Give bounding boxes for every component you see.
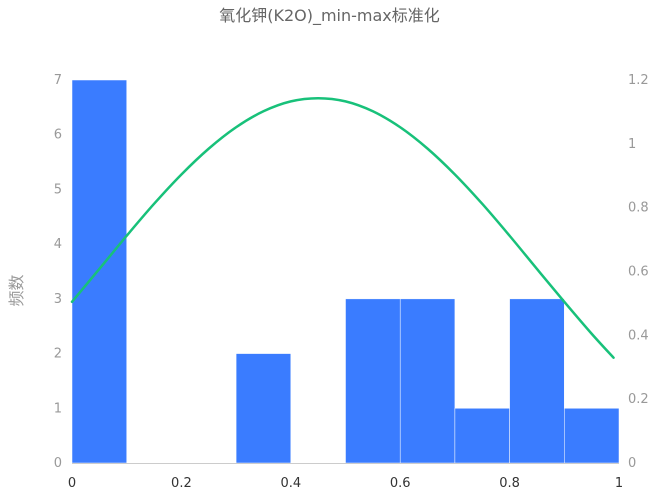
y2-tick-label: 0.4 [628, 328, 649, 343]
histogram-bar [345, 298, 401, 464]
x-tick-label: 1 [615, 476, 623, 491]
y-tick-label: 7 [54, 73, 62, 88]
y2-tick-label: 0.6 [628, 265, 649, 280]
histogram-bar [509, 298, 565, 464]
x-tick-label: 0.4 [280, 476, 301, 491]
y-tick-label: 3 [54, 292, 62, 307]
y-tick-label: 6 [54, 128, 62, 143]
y2-tick-label: 1.2 [628, 73, 649, 88]
x-tick-label: 0.6 [390, 476, 411, 491]
histogram-bar [454, 408, 510, 464]
histogram-bar [235, 353, 292, 464]
y2-tick-label: 1 [628, 137, 636, 152]
y-tick-label: 1 [54, 401, 62, 416]
y-tick-label: 0 [54, 456, 62, 471]
histogram-bar [71, 79, 127, 464]
histogram-bar [399, 298, 456, 464]
y-tick-label: 5 [54, 182, 62, 197]
curve-layer [70, 96, 615, 359]
y2-tick-label: 0.2 [628, 392, 649, 407]
y-tick-label: 4 [54, 237, 62, 252]
chart-title: 氧化钾(K2O)_min-max标准化 [219, 6, 440, 26]
y2-tick-label: 0.8 [628, 201, 649, 216]
y-tick-label: 2 [54, 347, 62, 362]
y-axis-label: 频数 [7, 274, 26, 306]
x-tick-label: 0.2 [171, 476, 192, 491]
x-tick-label: 0 [68, 476, 76, 491]
histogram-bar [564, 408, 620, 464]
density-curve [70, 96, 615, 359]
x-tick-label: 0.8 [499, 476, 520, 491]
y2-tick-label: 0 [628, 456, 636, 471]
bars-layer [71, 79, 620, 464]
